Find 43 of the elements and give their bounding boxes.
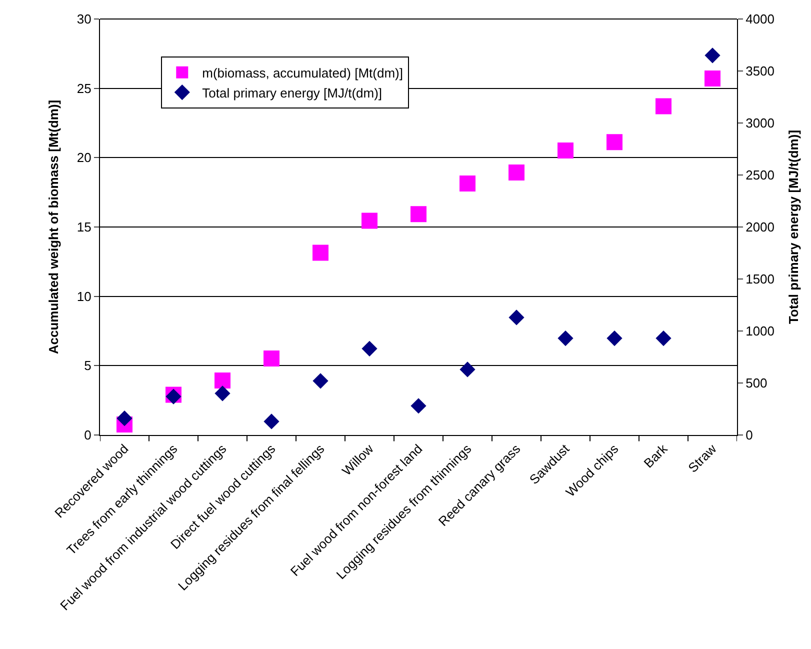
point (312, 244, 328, 261)
point (264, 350, 280, 366)
y-tick-label: 25 (76, 80, 92, 96)
point (410, 398, 426, 414)
y2-tick-label: 0 (746, 428, 753, 443)
y2-tick-label: 500 (746, 376, 768, 391)
point (214, 386, 230, 402)
point (606, 330, 622, 346)
y2-tick-label: 3500 (746, 64, 775, 79)
y-axis-title: Accumulated weight of biomass [Mt(dm)] (46, 100, 61, 354)
point (312, 373, 328, 389)
point (704, 70, 720, 86)
point (214, 372, 230, 388)
legend-label: Total primary energy [MJ/t(dm)] (202, 85, 382, 100)
point (508, 310, 524, 326)
point (656, 98, 672, 114)
point (558, 142, 574, 158)
y2-tick-label: 4000 (746, 12, 775, 27)
point (410, 206, 426, 222)
y-tick-label: 5 (84, 358, 92, 374)
legend-label: m(biomass, accumulated) [Mt(dm)] (202, 65, 403, 80)
point (704, 48, 720, 64)
point (656, 330, 672, 346)
point (508, 164, 524, 180)
y2-tick-label: 1000 (746, 324, 775, 339)
y2-tick-label: 1500 (746, 272, 775, 287)
y2-tick-label: 2000 (746, 220, 775, 235)
y-tick-label: 15 (76, 220, 92, 235)
point (460, 175, 476, 192)
y-tick-label: 10 (76, 288, 92, 304)
y2-tick-label: 2500 (746, 168, 775, 183)
point (362, 212, 378, 229)
y-tick-label: 0 (84, 428, 92, 443)
y2-axis-title: Total primary energy [MJ/t(dm)] (786, 130, 802, 324)
point (116, 410, 132, 426)
point (362, 340, 378, 356)
point (264, 414, 280, 430)
point (558, 330, 574, 346)
y-tick-label: 20 (76, 150, 92, 166)
y2-tick-label: 3000 (746, 116, 775, 131)
point (460, 362, 476, 378)
point (606, 134, 622, 150)
y-tick-label: 30 (76, 12, 92, 27)
